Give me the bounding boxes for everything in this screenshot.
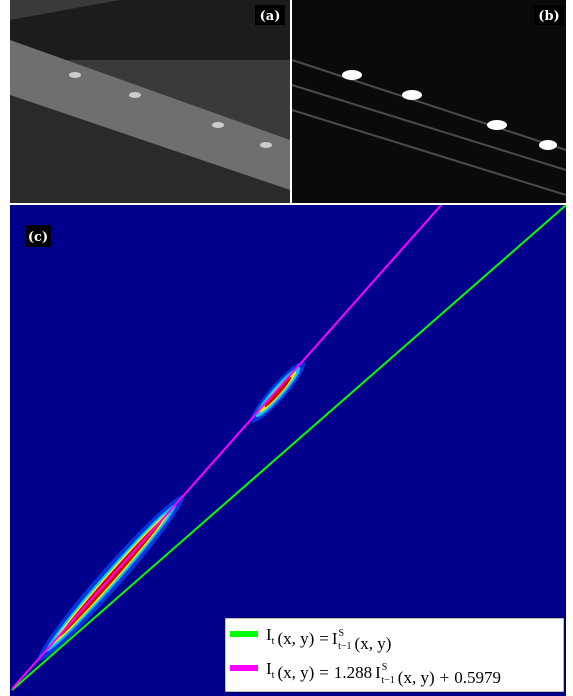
panel-a: (a) [10,0,290,203]
panel-label: (a) [260,9,281,24]
image-b [292,0,566,203]
panel-label: (b) [538,9,559,24]
blob [539,140,557,150]
subscript: t−1 [338,641,351,652]
blob [487,120,507,130]
blob [342,70,362,80]
legend-swatch [230,631,258,637]
equation-part: 1.288 [334,663,372,682]
car [69,72,81,78]
legend-swatch [230,665,258,671]
equation-part: (x, y) [398,668,435,687]
car [129,92,141,98]
car [260,142,272,148]
equation-part: = [319,663,329,682]
equation-part: 0.5979 [454,668,501,687]
equation-part: = [319,629,329,648]
equation-part: + [440,668,450,687]
subscript: t [272,670,275,681]
page: (a) (b) (c) It(x, y)=ISt−1(x, y)It(x, y)… [0,0,573,696]
equation-part: I [375,663,381,682]
blob [402,90,422,100]
panel-b: (b) [292,0,566,203]
equation-part: (x, y) [277,629,314,648]
figure: (a) (b) (c) It(x, y)=ISt−1(x, y)It(x, y)… [0,0,573,696]
superscript: S [382,662,388,673]
subscript: t−1 [381,675,394,686]
panel-label: (c) [28,230,48,245]
superscript: S [339,628,345,639]
car [212,122,224,128]
equation-part: I [332,629,338,648]
equation-part: (x, y) [277,663,314,682]
subscript: t [272,636,275,647]
equation-part: (x, y) [355,634,392,653]
